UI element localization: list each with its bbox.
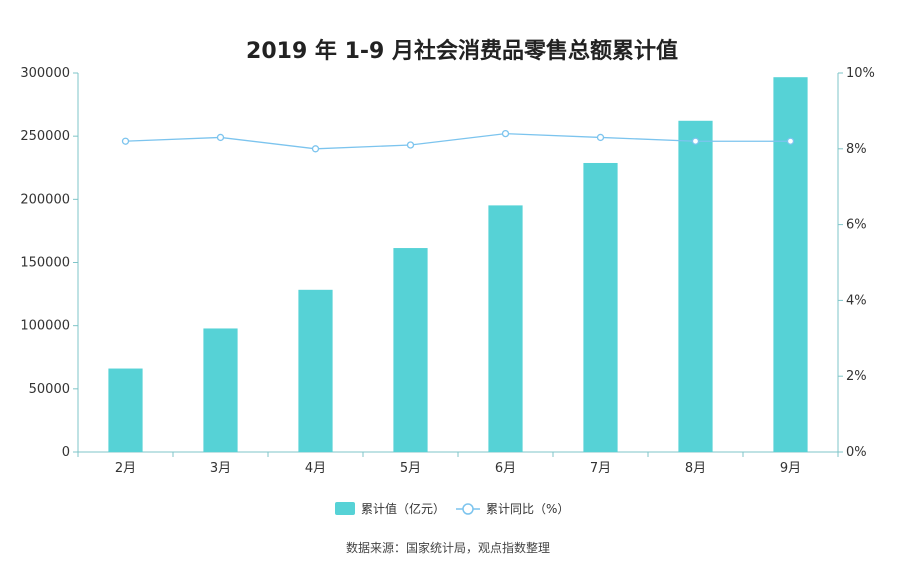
left-tick-label: 200000 [20, 192, 70, 207]
line-point [501, 129, 510, 138]
x-tick-label: 7月 [590, 461, 611, 476]
bar [773, 77, 808, 452]
right-axis-ticks: 0% 2% 4% 6% 8% 10% [838, 66, 875, 460]
bar [108, 368, 143, 452]
right-tick-label: 2% [846, 369, 867, 384]
right-tick-label: 8% [846, 142, 867, 157]
x-tick-label: 3月 [210, 461, 231, 476]
legend-bar-swatch [335, 502, 355, 515]
left-tick-label: 150000 [20, 256, 70, 271]
legend-line-marker [462, 503, 474, 515]
left-tick-label: 100000 [20, 319, 70, 334]
right-tick-label: 4% [846, 293, 867, 308]
x-tick-label: 9月 [780, 461, 801, 476]
legend-line-label: 累计同比（%） [486, 502, 569, 516]
line-point [311, 145, 320, 153]
right-tick-label: 10% [846, 66, 875, 81]
x-tick-label: 8月 [685, 461, 706, 476]
left-tick-label: 250000 [20, 129, 70, 144]
bar [583, 162, 618, 452]
left-tick-label: 0 [62, 445, 70, 460]
x-tick-label: 6月 [495, 461, 516, 476]
line-point [786, 137, 795, 145]
legend: 累计值（亿元） 累计同比（%） [335, 501, 569, 516]
left-axis-ticks: 0 50000 100000 150000 200000 250000 300000 [20, 66, 78, 460]
bar [488, 205, 523, 452]
yoy-line [125, 132, 791, 150]
line-point [121, 137, 130, 145]
line-series [121, 129, 795, 153]
line-point [596, 133, 605, 142]
x-tick-label: 5月 [400, 461, 421, 476]
bar [393, 248, 428, 452]
x-tick-label: 2月 [115, 461, 136, 476]
bar [203, 328, 238, 452]
bar [298, 289, 333, 452]
left-tick-label: 50000 [29, 382, 70, 397]
line-point [406, 141, 415, 149]
line-point [691, 137, 700, 145]
x-axis-ticks: 2月 3月 4月 5月 6月 7月 8月 9月 [77, 452, 839, 476]
line-point [216, 133, 225, 142]
chart-title: 2019 年 1-9 月社会消费品零售总额累计值 [246, 38, 678, 64]
left-tick-label: 300000 [20, 66, 70, 81]
bar-series [108, 77, 808, 453]
bar [678, 120, 713, 453]
x-tick-label: 4月 [305, 461, 326, 476]
right-tick-label: 6% [846, 218, 867, 233]
right-tick-label: 0% [846, 445, 867, 460]
legend-bar-label: 累计值（亿元） [361, 501, 445, 516]
source-note: 数据来源：国家统计局，观点指数整理 [346, 540, 550, 555]
